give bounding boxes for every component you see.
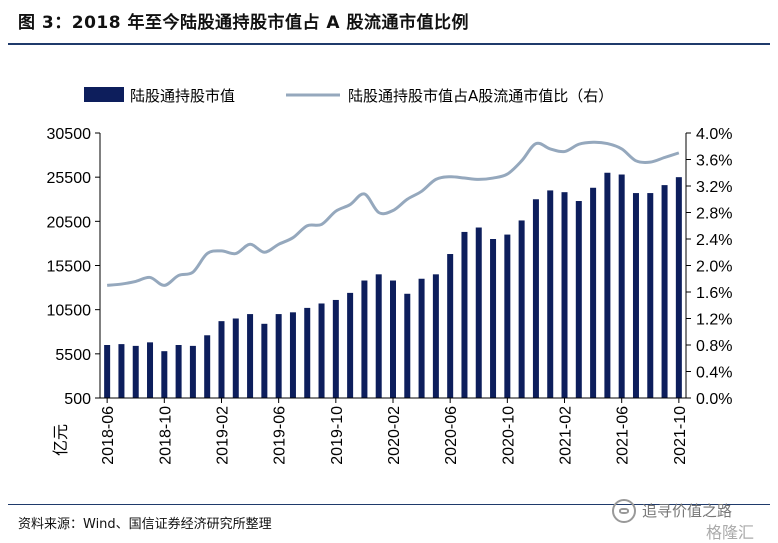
right-tick-label: 2.4% xyxy=(696,232,732,249)
bar xyxy=(361,280,368,398)
bar xyxy=(147,342,154,398)
bar xyxy=(532,199,539,398)
right-tick-label: 2.8% xyxy=(696,206,732,223)
bar xyxy=(518,220,525,398)
x-tick-label: 2020-02 xyxy=(386,406,403,465)
line-series xyxy=(107,140,680,287)
legend-bar-swatch xyxy=(84,87,124,102)
bar xyxy=(390,280,396,398)
bar xyxy=(661,185,668,398)
right-tick-label: 4.0% xyxy=(696,126,732,143)
watermark-brand: 格隆汇 xyxy=(706,523,755,542)
left-tick-label: 30500 xyxy=(47,126,92,143)
x-tick-label: 2019-02 xyxy=(214,406,231,465)
legend: 陆股通持股市值 陆股通持股市值占A股流通市值比（右） xyxy=(84,87,613,105)
right-tick-label: 0.4% xyxy=(696,365,732,382)
bar xyxy=(618,174,625,398)
bar xyxy=(547,190,554,398)
bar xyxy=(118,344,125,398)
x-tick-label: 2020-06 xyxy=(443,406,460,465)
legend-bar-label: 陆股通持股市值 xyxy=(130,87,235,105)
x-tick-label: 2019-10 xyxy=(329,406,346,465)
x-tick-label: 2020-10 xyxy=(500,406,517,465)
x-tick-label: 2019-06 xyxy=(272,406,289,465)
left-tick-label: 20500 xyxy=(47,214,92,231)
left-tick-label: 500 xyxy=(64,391,91,408)
bar xyxy=(204,335,211,398)
bar xyxy=(104,345,111,398)
left-tick-label: 5500 xyxy=(55,347,91,364)
bar xyxy=(675,177,682,398)
bar xyxy=(289,312,296,398)
bar xyxy=(304,307,311,398)
right-tick-label: 0.8% xyxy=(696,338,732,355)
title-rule xyxy=(8,43,770,45)
right-tick-label: 1.6% xyxy=(696,285,732,302)
y-axis-unit-label: 亿元 xyxy=(52,424,70,456)
x-tick-label: 2021-02 xyxy=(558,406,575,465)
bar xyxy=(332,299,339,398)
x-tick-label: 2018-06 xyxy=(100,406,117,465)
bar xyxy=(175,345,182,398)
bar xyxy=(504,234,511,398)
bar xyxy=(189,345,196,398)
source-rule xyxy=(8,504,770,505)
bar xyxy=(461,231,468,398)
axes: 30500 25500 20500 15500 10500 5500 500 4.0% 3.6%… xyxy=(47,126,733,465)
bar xyxy=(261,323,268,398)
legend-line-label: 陆股通持股市值占A股流通市值比（右） xyxy=(348,87,613,105)
bar xyxy=(561,192,568,398)
wechat-logo-icon xyxy=(612,499,636,523)
bar xyxy=(590,187,597,398)
bar xyxy=(475,227,482,398)
x-tick-label: 2021-10 xyxy=(672,406,689,465)
bar xyxy=(404,293,411,398)
bar-series xyxy=(104,172,682,398)
bar xyxy=(490,239,497,398)
bar xyxy=(247,314,254,398)
left-tick-label: 25500 xyxy=(47,170,92,187)
watermark: 追寻价值之路 格隆汇 xyxy=(612,499,770,542)
bar xyxy=(447,254,454,398)
bar xyxy=(132,345,139,398)
right-tick-label: 3.6% xyxy=(696,153,732,170)
bar xyxy=(218,321,225,398)
watermark-text: 追寻价值之路 xyxy=(642,502,733,520)
figure-title: 图 3：2018 年至今陆股通持股市值占 A 股流通市值比例 xyxy=(18,13,469,33)
bar xyxy=(418,278,425,398)
right-tick-label: 2.0% xyxy=(696,259,732,276)
bar xyxy=(275,314,282,398)
bar xyxy=(375,274,382,398)
ratio-line xyxy=(107,140,680,287)
source-note: 资料来源：Wind、国信证券经济研究所整理 xyxy=(18,517,272,532)
left-tick-label: 10500 xyxy=(47,303,92,320)
bar xyxy=(232,318,239,398)
bar xyxy=(161,351,168,398)
right-tick-label: 1.2% xyxy=(696,312,732,329)
bar xyxy=(575,201,582,398)
bar xyxy=(604,172,611,398)
x-tick-label: 2018-10 xyxy=(157,406,174,465)
bar xyxy=(347,292,354,398)
bar xyxy=(432,274,439,398)
right-tick-label: 0.0% xyxy=(696,391,732,408)
right-tick-label: 3.2% xyxy=(696,179,732,196)
bar xyxy=(647,193,654,398)
bar xyxy=(318,303,325,398)
x-tick-label: 2021-06 xyxy=(615,406,632,465)
bar xyxy=(632,193,639,398)
left-tick-label: 15500 xyxy=(47,259,92,276)
